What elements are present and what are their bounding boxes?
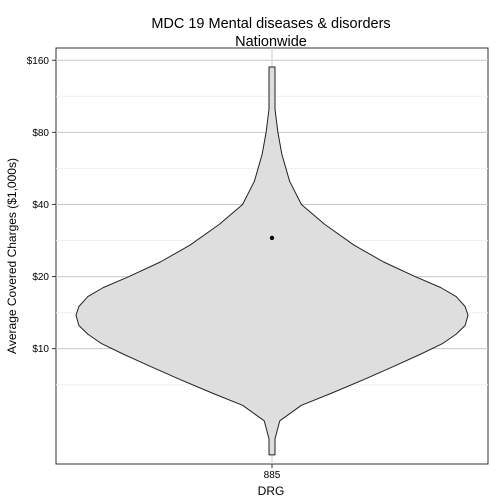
x-tick-label: 885: [264, 470, 281, 481]
y-axis-title: Average Covered Charges ($1,000s): [5, 158, 19, 354]
x-axis-ticks: 885: [264, 464, 281, 481]
chart-title: MDC 19 Mental diseases & disorders: [151, 16, 390, 32]
violin-layer: [75, 66, 469, 456]
y-tick-label: $10: [32, 344, 49, 355]
x-axis-title: DRG: [258, 484, 285, 498]
y-tick-label: $20: [32, 272, 49, 283]
y-axis-ticks: $10 $20 $40 $80 $160: [27, 56, 56, 355]
violin-885: [75, 66, 469, 456]
y-tick-label: $160: [27, 56, 50, 67]
y-tick-label: $40: [32, 200, 49, 211]
y-tick-label: $80: [32, 128, 49, 139]
chart-subtitle: Nationwide: [235, 34, 307, 50]
mean-point-885: [269, 235, 275, 241]
